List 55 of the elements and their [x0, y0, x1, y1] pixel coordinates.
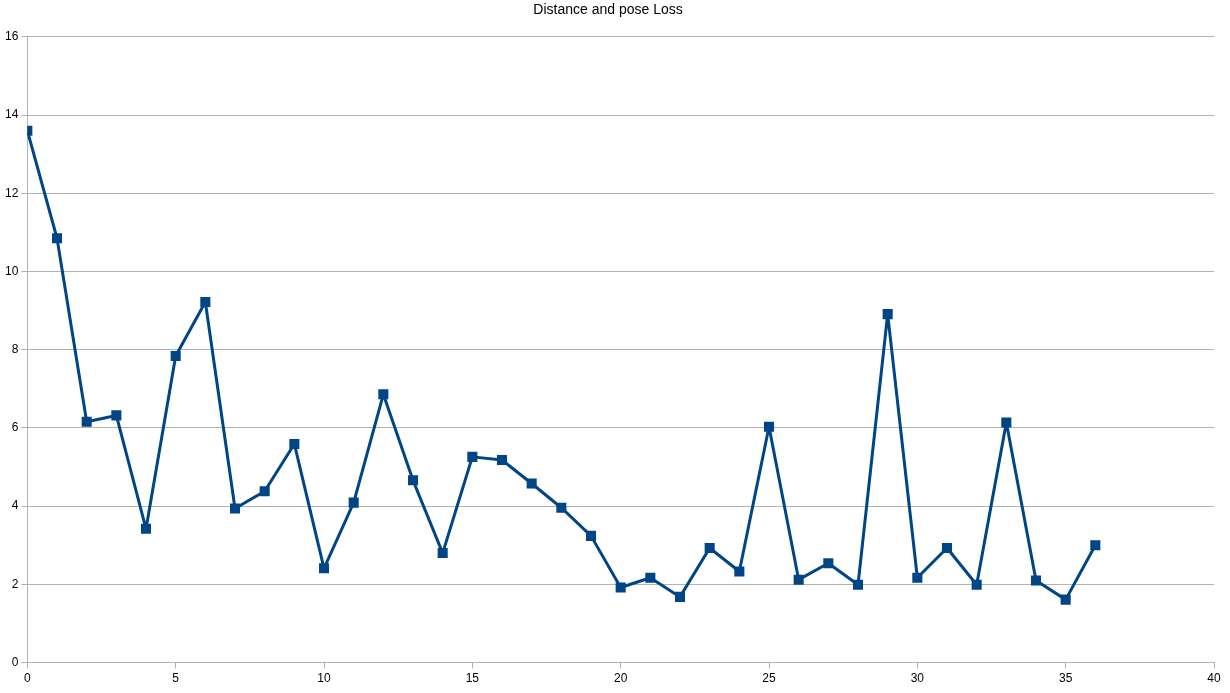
point: [437, 548, 448, 559]
y-tick-label: 14: [4, 107, 19, 122]
point: [556, 502, 567, 513]
point: [1030, 575, 1042, 586]
y-tick-label: 6: [11, 420, 19, 435]
chart-title: Distance and pose Loss: [533, 1, 683, 18]
point: [734, 566, 745, 577]
point: [467, 451, 478, 462]
point: [585, 530, 597, 541]
point: [852, 579, 864, 590]
y-tick-label: 8: [11, 342, 19, 357]
point: [289, 438, 300, 449]
point: [793, 574, 804, 585]
point: [407, 475, 419, 486]
point: [526, 478, 537, 489]
y-tick-label: 4: [11, 498, 19, 513]
point: [912, 572, 923, 583]
x-tick-label: 35: [1058, 671, 1073, 686]
y-tick-label: 12: [4, 185, 19, 200]
point: [111, 410, 122, 421]
y-tick-label: 0: [11, 654, 19, 669]
y-tick-label: 10: [4, 263, 19, 278]
point: [51, 233, 63, 244]
point: [704, 542, 715, 554]
x-tick-label: 20: [613, 671, 628, 686]
point: [882, 309, 893, 320]
point: [674, 591, 686, 602]
y-tick-label: 2: [11, 576, 19, 591]
point: [200, 296, 211, 308]
point: [81, 416, 92, 427]
x-tick-label: 15: [465, 671, 480, 686]
point: [229, 503, 241, 514]
point: [1060, 594, 1071, 605]
point: [823, 558, 834, 569]
point: [318, 563, 330, 574]
x-tick-label: 30: [910, 671, 925, 686]
x-tick-label: 40: [1207, 671, 1221, 686]
point: [1001, 417, 1012, 428]
point: [378, 389, 389, 400]
point: [645, 572, 656, 583]
point: [348, 497, 359, 508]
point: [941, 542, 953, 554]
point: [140, 523, 152, 534]
point: [170, 350, 181, 361]
x-tick-label: 0: [24, 671, 31, 686]
y-tick-label: 16: [4, 29, 19, 44]
point: [763, 421, 775, 432]
point: [971, 579, 982, 590]
point: [615, 582, 626, 593]
point: [496, 454, 508, 466]
x-tick-label: 10: [317, 671, 331, 686]
x-tick-label: 25: [762, 671, 776, 686]
x-tick-label: 5: [172, 671, 180, 686]
point: [259, 486, 270, 497]
point: [1090, 540, 1101, 551]
